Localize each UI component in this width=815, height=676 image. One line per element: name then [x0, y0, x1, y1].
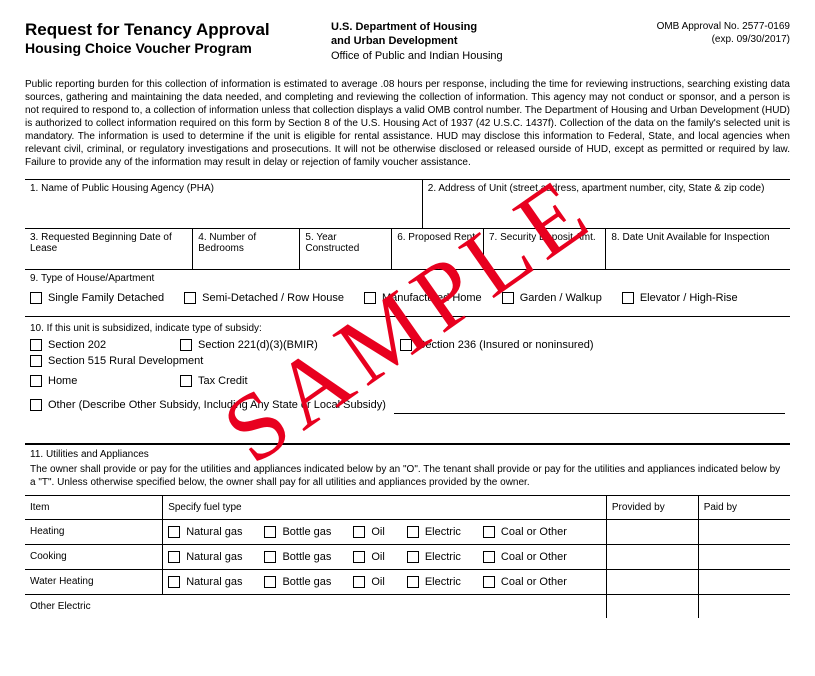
omb-exp: (exp. 09/30/2017)	[576, 33, 790, 46]
heating-provided[interactable]	[606, 519, 698, 544]
cooking-coal[interactable]: Coal or Other	[483, 551, 567, 563]
cb-home[interactable]: Home	[30, 375, 160, 387]
title-main: Request for Tenancy Approval	[25, 20, 331, 40]
cooking-ng[interactable]: Natural gas	[168, 551, 242, 563]
omb-number: OMB Approval No. 2577-0169	[576, 20, 790, 33]
field-lease-date[interactable]: 3. Requested Beginning Date of Lease	[25, 229, 193, 269]
heating-oil[interactable]: Oil	[353, 526, 384, 538]
form-header: Request for Tenancy Approval Housing Cho…	[25, 20, 790, 63]
section-utilities: 11. Utilities and Appliances The owner s…	[25, 445, 790, 618]
row-other-electric: Other Electric	[25, 594, 790, 618]
section-subsidy: 10. If this unit is subsidized, indicate…	[25, 317, 790, 445]
cb-manufactured[interactable]: Manufactured Home	[364, 292, 482, 304]
section-house-type: 9. Type of House/Apartment Single Family…	[25, 270, 790, 317]
field-unit-address[interactable]: 2. Address of Unit (street address, apar…	[423, 180, 790, 228]
other-subsidy-line[interactable]	[394, 400, 785, 414]
item-heating: Heating	[25, 519, 163, 544]
field-bedrooms[interactable]: 4. Number of Bedrooms	[193, 229, 300, 269]
row-cooking: Cooking Natural gas Bottle gas Oil Elect…	[25, 544, 790, 569]
item-other-electric: Other Electric	[25, 594, 163, 618]
cooking-paid[interactable]	[698, 544, 790, 569]
row-1-2: 1. Name of Public Housing Agency (PHA) 2…	[25, 180, 790, 229]
water-paid[interactable]	[698, 569, 790, 594]
label-utilities: 11. Utilities and Appliances	[25, 445, 790, 463]
cb-section-221[interactable]: Section 221(d)(3)(BMIR)	[180, 339, 380, 351]
cb-single-family[interactable]: Single Family Detached	[30, 292, 164, 304]
row-3-8: 3. Requested Beginning Date of Lease 4. …	[25, 229, 790, 270]
water-provided[interactable]	[606, 569, 698, 594]
field-deposit[interactable]: 7. Security Deposit Amt.	[484, 229, 606, 269]
water-ng[interactable]: Natural gas	[168, 576, 242, 588]
cb-elevator[interactable]: Elevator / High-Rise	[622, 292, 738, 304]
heating-coal[interactable]: Coal or Other	[483, 526, 567, 538]
cb-section-515[interactable]: Section 515 Rural Development	[30, 355, 203, 367]
cooking-provided[interactable]	[606, 544, 698, 569]
other-provided[interactable]	[606, 594, 698, 618]
item-cooking: Cooking	[25, 544, 163, 569]
water-coal[interactable]: Coal or Other	[483, 576, 567, 588]
col-fuel: Specify fuel type	[163, 495, 607, 519]
cooking-oil[interactable]: Oil	[353, 551, 384, 563]
heating-paid[interactable]	[698, 519, 790, 544]
heating-elec[interactable]: Electric	[407, 526, 461, 538]
label-subsidy: 10. If this unit is subsidized, indicate…	[25, 317, 790, 337]
utilities-desc: The owner shall provide or pay for the u…	[25, 463, 790, 495]
water-bg[interactable]: Bottle gas	[264, 576, 331, 588]
field-year[interactable]: 5. Year Constructed	[300, 229, 392, 269]
cb-section-236[interactable]: Section 236 (Insured or noninsured)	[400, 339, 630, 351]
dept-line3: Office of Public and Indian Housing	[331, 49, 576, 63]
cb-other-subsidy[interactable]: Other (Describe Other Subsidy, Including…	[30, 399, 386, 411]
item-water: Water Heating	[25, 569, 163, 594]
row-water: Water Heating Natural gas Bottle gas Oil…	[25, 569, 790, 594]
dept-line1: U.S. Department of Housing	[331, 20, 576, 34]
field-pha-name[interactable]: 1. Name of Public Housing Agency (PHA)	[25, 180, 423, 228]
title-sub: Housing Choice Voucher Program	[25, 40, 331, 56]
cooking-bg[interactable]: Bottle gas	[264, 551, 331, 563]
other-paid[interactable]	[698, 594, 790, 618]
col-paid: Paid by	[698, 495, 790, 519]
cb-garden[interactable]: Garden / Walkup	[502, 292, 602, 304]
cb-tax-credit[interactable]: Tax Credit	[180, 375, 248, 387]
field-rent[interactable]: 6. Proposed Rent	[392, 229, 484, 269]
heating-ng[interactable]: Natural gas	[168, 526, 242, 538]
cb-section-202[interactable]: Section 202	[30, 339, 160, 351]
form-body: 1. Name of Public Housing Agency (PHA) 2…	[25, 179, 790, 618]
heating-bg[interactable]: Bottle gas	[264, 526, 331, 538]
field-available-date[interactable]: 8. Date Unit Available for Inspection	[606, 229, 790, 269]
cooking-elec[interactable]: Electric	[407, 551, 461, 563]
util-header-row: Item Specify fuel type Provided by Paid …	[25, 495, 790, 519]
row-heating: Heating Natural gas Bottle gas Oil Elect…	[25, 519, 790, 544]
water-elec[interactable]: Electric	[407, 576, 461, 588]
col-provided: Provided by	[606, 495, 698, 519]
water-oil[interactable]: Oil	[353, 576, 384, 588]
label-house-type: 9. Type of House/Apartment	[25, 270, 790, 287]
utilities-table: Item Specify fuel type Provided by Paid …	[25, 495, 790, 618]
burden-statement: Public reporting burden for this collect…	[25, 78, 790, 169]
col-item: Item	[25, 495, 163, 519]
dept-line2: and Urban Development	[331, 34, 576, 48]
cb-semi-detached[interactable]: Semi-Detached / Row House	[184, 292, 344, 304]
